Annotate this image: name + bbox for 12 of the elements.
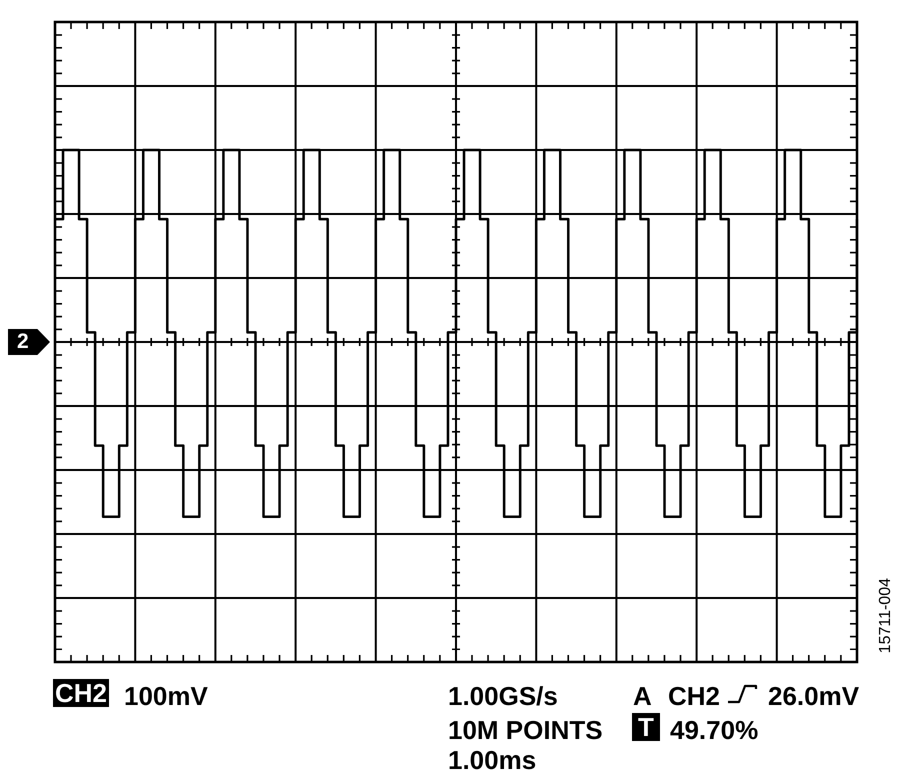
text: CH2 <box>668 681 720 711</box>
text: 26.0mV <box>768 681 860 711</box>
text: 100mV <box>124 681 208 711</box>
text: 1.00ms <box>448 745 536 774</box>
text: 1.00GS/s <box>448 681 558 711</box>
text: 10M POINTS <box>448 715 603 745</box>
text: 2 <box>8 329 50 355</box>
text: T <box>632 712 660 742</box>
text: CH2 <box>53 678 110 708</box>
text: 49.70% <box>670 715 758 745</box>
text: A <box>633 681 652 711</box>
text: 15711-004 <box>877 578 894 654</box>
